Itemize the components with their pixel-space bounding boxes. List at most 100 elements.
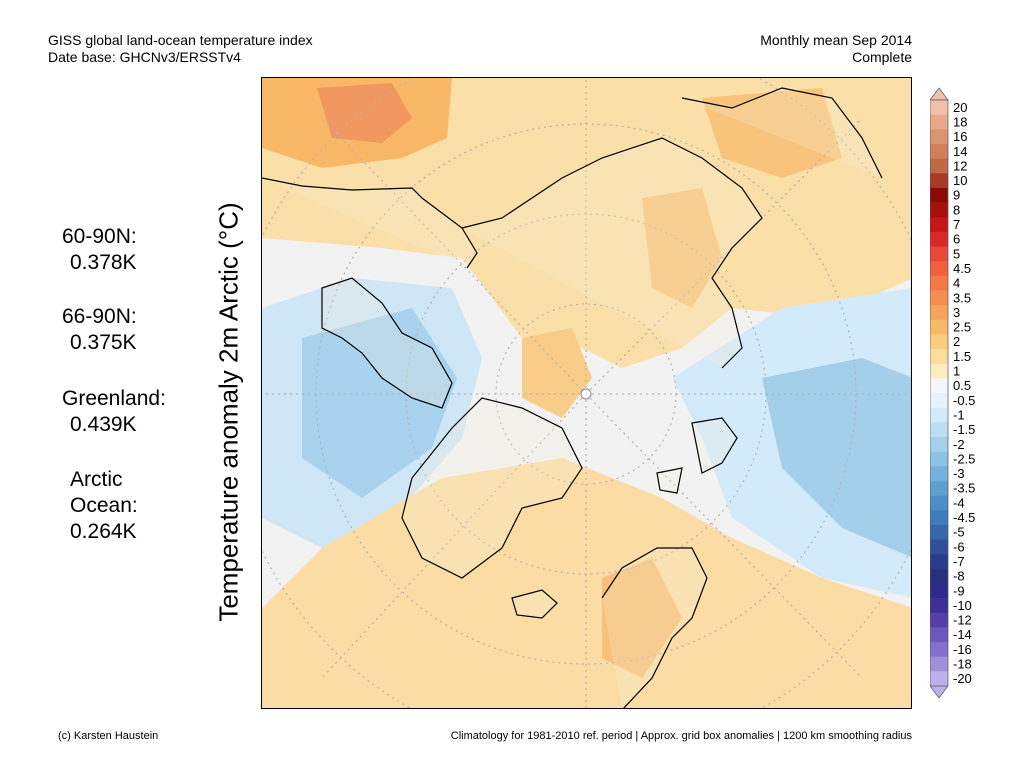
colorbar-tick-label: 1.5 <box>953 349 971 364</box>
peak-warm-anomaly-alaska <box>317 83 412 143</box>
colorbar-tick-label: -7 <box>953 554 965 569</box>
warm-anomaly-siberia <box>642 188 722 308</box>
stat-region: Arctic Ocean: <box>70 468 138 517</box>
colorbar-swatch <box>930 393 948 408</box>
colorbar-top-arrow <box>930 87 949 101</box>
colorbar-tick-label: 2 <box>953 334 960 349</box>
colorbar-swatch <box>930 627 948 643</box>
colorbar-tick-label: 0.5 <box>953 378 971 393</box>
stat-region: 60-90N: <box>62 225 137 248</box>
graticule <box>262 78 911 708</box>
pole-marker <box>580 388 592 400</box>
period-label: Monthly mean Sep 2014 <box>760 32 912 48</box>
scandinavia-coast <box>601 547 708 708</box>
colorbar-swatch <box>930 202 948 218</box>
stat-60-90n: 60-90N: 0.378K <box>62 224 137 276</box>
colorbar-swatch <box>930 480 948 496</box>
colorbar-tick-label: -3.5 <box>953 481 975 496</box>
stat-66-90n: 66-90N: 0.375K <box>62 304 137 356</box>
colorbar-swatch <box>930 129 948 145</box>
colorbar-swatch <box>930 612 948 628</box>
colorbar-tick-label: -6 <box>953 539 965 554</box>
colorbar-tick-label: -16 <box>953 642 972 657</box>
colorbar-tick-label: 18 <box>953 114 967 129</box>
colorbar-tick-label: 16 <box>953 129 967 144</box>
colorbar-tick-label: -0.5 <box>953 393 975 408</box>
colorbar-swatch <box>930 495 948 511</box>
colorbar-tick-label: 20 <box>953 100 967 115</box>
colorbar-bottom-arrow <box>930 685 949 699</box>
colorbar-swatch <box>930 114 948 130</box>
colorbar-swatch <box>930 466 948 482</box>
colorbar-tick-label: 14 <box>953 144 967 159</box>
colorbar-swatch <box>930 334 948 350</box>
colorbar-swatch <box>930 246 948 262</box>
methods-note: Climatology for 1981-2010 ref. period | … <box>450 730 912 742</box>
colorbar-swatch <box>930 100 948 115</box>
stat-value: 0.375K <box>70 331 137 354</box>
colorbar-tick-label: -1.5 <box>953 422 975 437</box>
colorbar-tick-label: -14 <box>953 627 972 642</box>
colorbar-swatch <box>930 436 948 452</box>
colorbar-swatch <box>930 510 948 526</box>
colorbar-tick-label: -20 <box>953 671 972 686</box>
colorbar-swatch <box>930 363 948 379</box>
colorbar: 201816141210987654.543.532.521.510.5-0.5… <box>930 87 975 699</box>
stat-greenland: Greenland: 0.439K <box>62 386 166 438</box>
colorbar-swatch <box>930 261 948 277</box>
completeness-label: Complete <box>852 49 912 65</box>
colorbar-tick-label: 3.5 <box>953 290 971 305</box>
warm-anomaly-scandinavia <box>602 558 682 678</box>
coastlines <box>262 87 883 708</box>
data-base: Date base: GHCNv3/ERSSTv4 <box>48 49 241 65</box>
colorbar-frame <box>930 99 949 687</box>
title: GISS global land-ocean temperature index <box>48 32 313 48</box>
colorbar-tick-label: -2 <box>953 437 965 452</box>
iceland-coast <box>511 589 558 619</box>
colorbar-tick-label: -9 <box>953 583 965 598</box>
colorbar-tick-label: -8 <box>953 569 965 584</box>
period-block: Monthly mean Sep 2014 Complete <box>760 32 912 66</box>
colorbar-tick-label: -5 <box>953 525 965 540</box>
colorbar-swatch <box>930 275 948 291</box>
colorbar-swatch <box>930 598 948 614</box>
colorbar-tick-label: 1 <box>953 364 960 379</box>
stat-region: Greenland: <box>62 387 166 410</box>
anomaly-fields <box>262 78 911 708</box>
colorbar-tick-label: 2.5 <box>953 320 971 335</box>
warm-anomaly-east-siberia <box>702 88 842 178</box>
colorbar-tick-label: -2.5 <box>953 451 975 466</box>
colorbar-tick-label: 10 <box>953 173 967 188</box>
colorbar-tick-label: 12 <box>953 158 967 173</box>
colorbar-swatch <box>930 143 948 159</box>
warm-anomaly-greenland-east <box>522 328 592 418</box>
colorbar-tick-label: -1 <box>953 407 965 422</box>
colorbar-tick-label: -3 <box>953 466 965 481</box>
colorbar-tick-label: 5 <box>953 246 960 261</box>
colorbar-swatch <box>930 539 948 555</box>
colorbar-swatch <box>930 656 948 672</box>
colorbar-swatch <box>930 158 948 174</box>
colorbar-swatch <box>930 583 948 599</box>
colorbar-tick-label: 4.5 <box>953 261 971 276</box>
greenland-coast <box>401 397 583 579</box>
canadian-archipelago-coast <box>321 277 453 409</box>
colorbar-swatch <box>930 671 948 687</box>
colorbar-swatch <box>930 349 948 364</box>
colorbar-tick-label: 7 <box>953 217 960 232</box>
colorbar-swatch <box>930 217 948 233</box>
colorbar-tick-label: -10 <box>953 598 972 613</box>
polar-anomaly-map <box>261 77 912 709</box>
colorbar-tick-label: 4 <box>953 276 960 291</box>
colorbar-swatch <box>930 568 948 584</box>
stat-value: 0.378K <box>70 251 137 274</box>
stat-region: 66-90N: <box>62 305 137 328</box>
colorbar-tick-label: -12 <box>953 613 972 628</box>
stat-value: 0.264K <box>70 520 137 543</box>
colorbar-swatch <box>930 378 948 394</box>
alaska-coast <box>262 177 478 269</box>
colorbar-swatch <box>930 554 948 570</box>
axis-label: Temperature anomaly 2m Arctic (°C) <box>213 202 244 622</box>
cool-anomaly-core-eurasia <box>762 358 911 558</box>
colorbar-swatch <box>930 290 948 306</box>
